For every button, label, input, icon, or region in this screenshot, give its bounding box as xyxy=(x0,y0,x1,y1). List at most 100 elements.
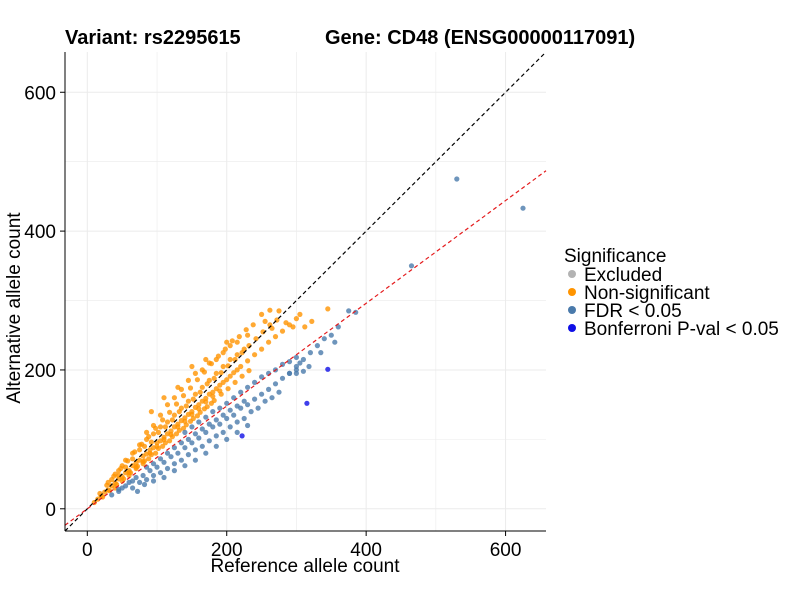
data-point-non-significant xyxy=(146,456,152,462)
data-point-fdr xyxy=(199,426,205,432)
data-point-non-significant xyxy=(109,477,115,483)
data-point-fdr xyxy=(168,454,174,460)
data-point-non-significant xyxy=(189,411,195,417)
data-point-non-significant xyxy=(199,384,205,390)
data-point-fdr xyxy=(161,474,167,481)
data-point-bonferroni xyxy=(325,366,331,372)
data-point-non-significant xyxy=(150,431,157,437)
data-point-fdr xyxy=(231,395,237,401)
data-point-fdr xyxy=(328,332,334,338)
legend-key-non-significant xyxy=(568,288,576,296)
data-point-non-significant xyxy=(175,384,181,390)
data-point-non-significant xyxy=(157,424,164,430)
data-point-fdr xyxy=(252,379,258,385)
data-point-fdr xyxy=(266,386,272,392)
data-point-fdr xyxy=(245,422,251,429)
data-point-fdr xyxy=(210,424,216,430)
data-point-fdr xyxy=(307,350,313,356)
data-point-fdr xyxy=(234,429,240,435)
data-point-fdr xyxy=(255,405,261,411)
data-point-fdr xyxy=(252,396,258,402)
data-point-fdr xyxy=(171,468,177,474)
data-point-fdr xyxy=(206,438,212,444)
data-point-non-significant xyxy=(154,443,160,449)
data-point-non-significant xyxy=(140,461,146,467)
data-point-fdr xyxy=(164,450,171,456)
x-axis-ticks: 0 200 400 600 xyxy=(82,531,521,561)
data-point-fdr xyxy=(306,363,312,370)
data-point-fdr xyxy=(520,205,526,211)
data-point-non-significant xyxy=(141,443,148,449)
chart-title-variant: Variant: rs2295615 xyxy=(65,27,241,49)
data-point-non-significant xyxy=(153,450,159,456)
data-point-fdr xyxy=(189,440,195,446)
data-point-non-significant xyxy=(234,339,240,345)
data-point-fdr xyxy=(182,429,188,435)
x-tick-label: 600 xyxy=(490,540,522,561)
data-point-fdr xyxy=(171,445,177,451)
y-axis-ticks: 0 200 400 600 xyxy=(24,83,65,521)
legend-key-excluded xyxy=(568,270,576,278)
data-point-non-significant xyxy=(206,360,212,366)
data-point-non-significant xyxy=(259,346,265,352)
data-point-non-significant xyxy=(211,375,217,381)
data-point-fdr xyxy=(259,374,265,380)
data-point-non-significant xyxy=(232,379,238,385)
data-point-fdr xyxy=(272,381,279,387)
legend-key-bonferroni xyxy=(568,324,576,332)
data-point-fdr xyxy=(134,488,141,494)
data-point-non-significant xyxy=(229,338,235,344)
y-tick-label: 600 xyxy=(24,83,56,104)
data-point-fdr xyxy=(199,443,205,449)
data-point-fdr xyxy=(178,440,184,446)
y-axis-title: Alternative allele count xyxy=(4,212,25,404)
data-point-non-significant xyxy=(185,398,191,404)
data-point-non-significant xyxy=(164,419,171,425)
data-point-non-significant xyxy=(227,373,233,379)
data-point-fdr xyxy=(224,436,230,442)
data-point-fdr xyxy=(185,452,191,458)
data-point-fdr xyxy=(185,436,191,442)
data-point-fdr xyxy=(234,403,240,409)
data-point-fdr xyxy=(248,409,254,415)
data-point-fdr xyxy=(234,419,240,425)
data-point-fdr xyxy=(203,450,209,456)
data-point-non-significant xyxy=(239,373,245,379)
data-point-fdr xyxy=(130,478,136,484)
data-point-non-significant xyxy=(130,450,136,456)
data-point-non-significant xyxy=(169,417,175,423)
data-point-non-significant xyxy=(276,308,282,314)
data-point-non-significant xyxy=(192,391,198,397)
data-point-non-significant xyxy=(189,363,195,370)
data-point-fdr xyxy=(408,263,415,269)
data-point-fdr xyxy=(133,474,139,481)
data-point-non-significant xyxy=(238,363,244,370)
x-tick-label: 400 xyxy=(350,540,382,561)
data-point-non-significant xyxy=(325,306,331,312)
data-point-non-significant xyxy=(234,352,240,358)
data-point-non-significant xyxy=(262,318,268,324)
data-point-non-significant xyxy=(194,413,200,419)
data-point-fdr xyxy=(353,309,359,315)
data-point-fdr xyxy=(227,407,233,413)
data-point-fdr xyxy=(217,405,223,411)
x-tick-label: 200 xyxy=(211,540,243,561)
data-points xyxy=(91,176,526,506)
data-point-fdr xyxy=(346,308,352,314)
data-point-fdr xyxy=(300,368,306,374)
data-point-non-significant xyxy=(137,447,143,453)
data-point-non-significant xyxy=(180,425,187,431)
y-tick-label: 400 xyxy=(24,222,56,243)
data-point-non-significant xyxy=(190,396,196,402)
data-point-fdr xyxy=(196,419,202,425)
data-point-fdr xyxy=(192,447,198,453)
data-point-non-significant xyxy=(293,316,299,322)
data-point-fdr xyxy=(286,359,293,365)
data-point-fdr xyxy=(276,389,282,395)
data-point-fdr xyxy=(147,468,153,474)
data-point-fdr xyxy=(454,176,460,182)
data-point-non-significant xyxy=(266,339,272,345)
data-point-non-significant xyxy=(213,370,219,376)
data-point-fdr xyxy=(286,370,293,376)
